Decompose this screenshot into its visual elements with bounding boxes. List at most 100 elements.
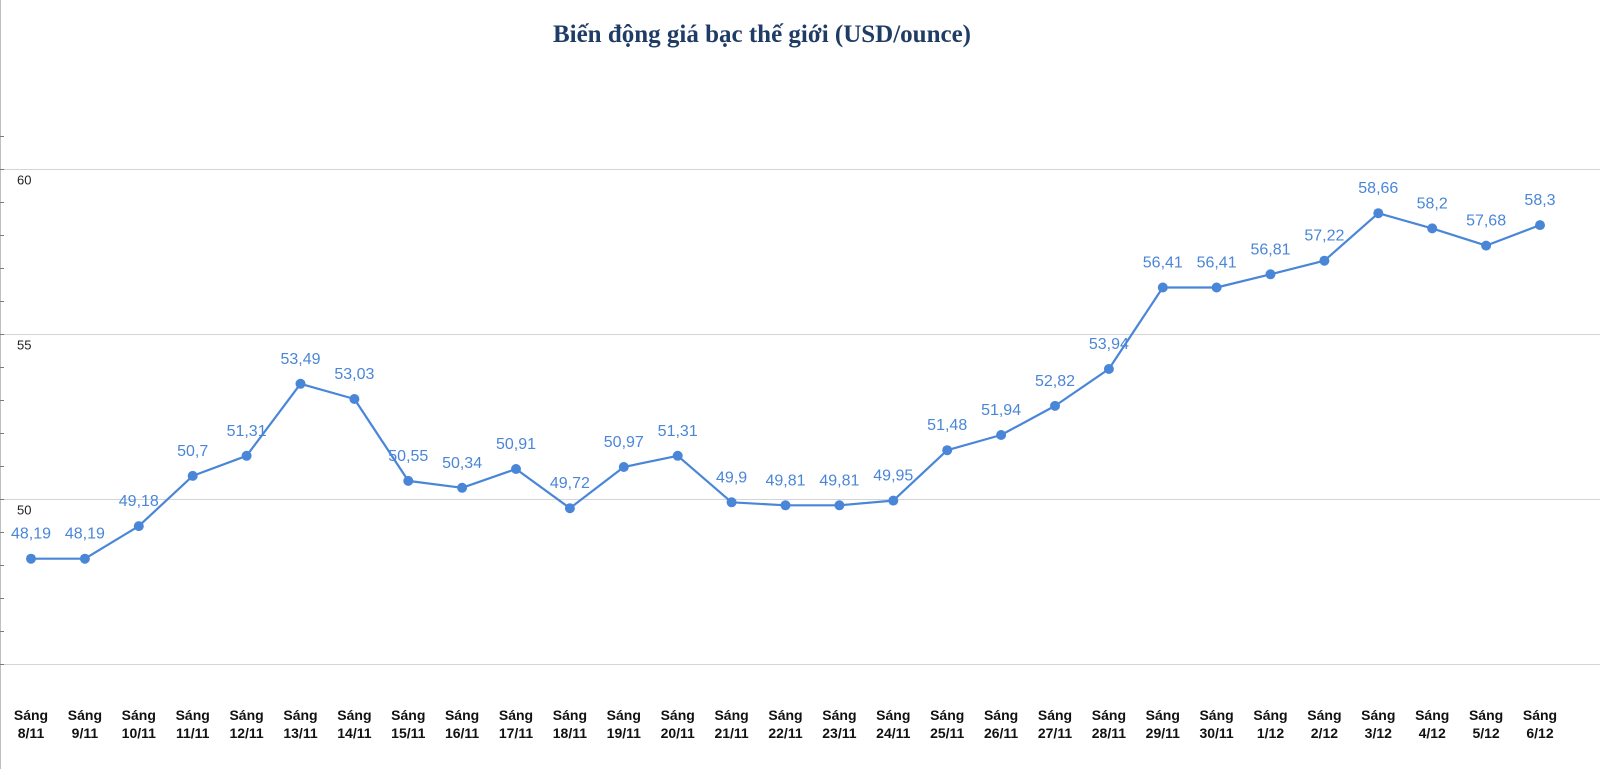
data-label: 57,22 <box>1304 228 1344 245</box>
x-tick-label-top: Sáng <box>68 707 102 723</box>
data-label: 53,49 <box>280 351 320 368</box>
data-labels: 48,19 48,19 49,18 50,7 51,31 53,49 53,03 50,55 5… <box>11 180 1556 543</box>
x-tick-label-bottom: 2/12 <box>1311 725 1338 741</box>
data-label: 49,72 <box>550 475 590 492</box>
data-label: 53,94 <box>1089 336 1129 353</box>
x-tick-label-top: Sáng <box>1253 707 1287 723</box>
data-point <box>511 464 521 474</box>
data-label: 50,34 <box>442 455 482 472</box>
data-label: 56,81 <box>1250 241 1290 258</box>
x-tick-label-bottom: 12/11 <box>229 725 263 741</box>
data-label: 50,97 <box>604 434 644 451</box>
data-label: 52,82 <box>1035 373 1075 390</box>
y-tick-label: 55 <box>17 338 31 353</box>
data-label: 50,7 <box>177 443 208 460</box>
x-tick-label-top: Sáng <box>499 707 533 723</box>
x-tick-label-top: Sáng <box>1361 707 1395 723</box>
data-label: 56,41 <box>1197 255 1237 272</box>
x-tick-label-bottom: 25/11 <box>930 725 964 741</box>
data-point <box>834 500 845 511</box>
x-tick-label-top: Sáng <box>1199 707 1233 723</box>
gridlines <box>1 169 1600 665</box>
x-tick-label-top: Sáng <box>984 707 1018 723</box>
data-point <box>1211 282 1222 293</box>
x-tick-label-bottom: 19/11 <box>607 725 641 741</box>
x-tick-label-bottom: 22/11 <box>768 725 802 741</box>
data-point <box>1427 223 1438 234</box>
x-tick-label-bottom: 20/11 <box>661 725 695 741</box>
x-tick-label-top: Sáng <box>876 707 910 723</box>
x-tick-label-bottom: 9/11 <box>72 725 99 741</box>
x-tick-label-bottom: 18/11 <box>553 725 587 741</box>
x-axis-ticks: Sáng 8/11 Sáng 9/11 Sáng 10/11 Sáng 11/11 Sáng 12… <box>14 707 1557 741</box>
x-tick-label-top: Sáng <box>176 707 210 723</box>
data-point <box>888 495 899 506</box>
x-tick-label-top: Sáng <box>122 707 156 723</box>
data-point <box>1373 208 1384 219</box>
data-label: 58,3 <box>1524 192 1555 209</box>
x-tick-label-bottom: 6/12 <box>1526 725 1553 741</box>
x-tick-label-bottom: 23/11 <box>822 725 856 741</box>
data-label: 49,9 <box>716 469 747 486</box>
x-tick-label-bottom: 29/11 <box>1146 725 1180 741</box>
data-point <box>241 450 252 461</box>
data-label: 53,03 <box>334 366 374 383</box>
x-tick-label-top: Sáng <box>1146 707 1180 723</box>
data-label: 49,18 <box>119 493 159 510</box>
x-tick-label-top: Sáng <box>14 707 48 723</box>
x-tick-label-top: Sáng <box>822 707 856 723</box>
data-label: 58,2 <box>1417 195 1448 212</box>
x-tick-label-top: Sáng <box>1092 707 1126 723</box>
data-label: 48,19 <box>11 526 51 543</box>
x-tick-label-bottom: 14/11 <box>337 725 371 741</box>
data-point <box>618 462 629 472</box>
x-tick-label-bottom: 27/11 <box>1038 725 1072 741</box>
x-tick-label-bottom: 8/11 <box>18 725 45 741</box>
x-tick-label-bottom: 4/12 <box>1419 725 1446 741</box>
data-point <box>1050 400 1060 411</box>
x-tick-label-top: Sáng <box>1523 707 1557 723</box>
x-tick-label-bottom: 11/11 <box>176 725 210 741</box>
chart-title: Biến động giá bạc thế giới (USD/ounce) <box>553 21 971 48</box>
x-tick-label-top: Sáng <box>391 707 425 723</box>
data-label: 50,55 <box>388 448 428 465</box>
x-tick-label-bottom: 3/12 <box>1365 725 1392 741</box>
data-label: 57,68 <box>1466 213 1506 230</box>
y-axis-ticks: 60 55 50 <box>0 136 31 665</box>
data-point <box>726 497 737 508</box>
data-label: 49,81 <box>765 472 805 489</box>
y-tick-label: 60 <box>17 173 31 188</box>
y-tick-label: 50 <box>17 503 31 518</box>
x-tick-label-top: Sáng <box>445 707 479 723</box>
x-tick-label-bottom: 5/12 <box>1472 725 1499 741</box>
x-tick-label-top: Sáng <box>768 707 802 723</box>
data-point <box>1319 255 1330 266</box>
x-tick-label-top: Sáng <box>1415 707 1449 723</box>
data-point <box>1157 282 1168 293</box>
x-tick-label-top: Sáng <box>283 707 317 723</box>
x-tick-label-bottom: 17/11 <box>499 725 533 741</box>
x-tick-label-top: Sáng <box>337 707 371 723</box>
data-point <box>1103 364 1114 374</box>
data-point <box>996 430 1007 440</box>
x-tick-label-top: Sáng <box>553 707 587 723</box>
data-label: 49,95 <box>873 468 913 485</box>
series-layer <box>26 208 1545 564</box>
data-label: 51,31 <box>227 423 267 440</box>
x-tick-label-bottom: 30/11 <box>1199 725 1233 741</box>
data-point <box>1535 220 1545 231</box>
data-label: 50,91 <box>496 436 536 453</box>
data-point <box>780 500 791 511</box>
data-point <box>133 521 144 532</box>
data-point <box>26 553 36 564</box>
data-point <box>187 470 198 481</box>
x-tick-label-bottom: 15/11 <box>391 725 425 741</box>
x-tick-label-top: Sáng <box>930 707 964 723</box>
data-point <box>1481 240 1492 251</box>
x-tick-label-top: Sáng <box>1038 707 1072 723</box>
data-point <box>349 394 360 404</box>
x-tick-label-top: Sáng <box>714 707 748 723</box>
data-label: 51,31 <box>658 423 698 440</box>
